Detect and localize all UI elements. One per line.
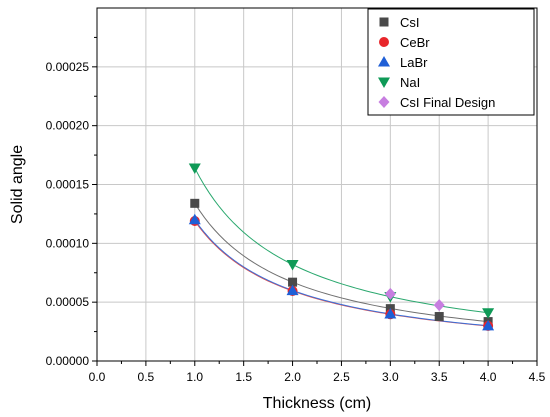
legend-label: NaI bbox=[400, 75, 420, 90]
x-tick-label: 3.0 bbox=[382, 370, 399, 384]
data-point bbox=[482, 308, 495, 319]
y-tick-label: 0.00025 bbox=[46, 60, 90, 74]
legend-box bbox=[367, 8, 535, 116]
data-point bbox=[433, 299, 445, 312]
data-points bbox=[188, 163, 495, 331]
data-point bbox=[384, 287, 396, 300]
data-point bbox=[188, 213, 201, 225]
x-tick-label: 4.5 bbox=[529, 370, 546, 384]
data-point bbox=[288, 277, 298, 287]
x-tick-label: 1.0 bbox=[186, 370, 203, 384]
y-tick-label: 0.00000 bbox=[46, 354, 90, 368]
legend-marker bbox=[379, 17, 389, 27]
legend-label: LaBr bbox=[400, 55, 428, 70]
data-point bbox=[286, 284, 299, 296]
y-tick-label: 0.00010 bbox=[46, 236, 90, 250]
data-point bbox=[188, 163, 201, 175]
x-tick-label: 0.5 bbox=[138, 370, 155, 384]
data-point bbox=[286, 260, 299, 271]
data-point bbox=[482, 319, 495, 331]
x-tick-label: 0.0 bbox=[89, 370, 106, 384]
x-tick-label: 2.0 bbox=[284, 370, 301, 384]
data-point bbox=[434, 312, 444, 322]
legend-label: CsI bbox=[400, 15, 420, 30]
legend-marker bbox=[378, 56, 390, 67]
data-point bbox=[384, 308, 397, 319]
legend-label: CeBr bbox=[400, 35, 430, 50]
y-tick-label: 0.00015 bbox=[46, 178, 90, 192]
x-tick-label: 3.5 bbox=[431, 370, 448, 384]
x-axis-title: Thickness (cm) bbox=[263, 395, 371, 412]
y-tick-label: 0.00005 bbox=[46, 295, 90, 309]
legend-marker bbox=[378, 77, 390, 88]
y-axis-ticks: 0.00000 0.00005 0.00010 0.00015 0.00020 0.000… bbox=[46, 36, 97, 368]
y-axis-title: Solid angle bbox=[9, 145, 26, 224]
x-axis-ticks: 0.0 0.5 1.0 1.5 2.0 2.5 3.0 3.5 4.0 4.5 bbox=[89, 361, 546, 384]
x-tick-label: 2.5 bbox=[333, 370, 350, 384]
x-tick-label: 1.5 bbox=[235, 370, 252, 384]
legend-marker bbox=[378, 96, 390, 108]
legend: CsI CeBr LaBr NaI CsI Final Design bbox=[367, 8, 535, 116]
y-tick-label: 0.00020 bbox=[46, 119, 90, 133]
x-tick-label: 4.0 bbox=[480, 370, 497, 384]
data-point bbox=[190, 198, 200, 208]
legend-marker bbox=[379, 37, 389, 47]
legend-label: CsI Final Design bbox=[400, 95, 495, 110]
